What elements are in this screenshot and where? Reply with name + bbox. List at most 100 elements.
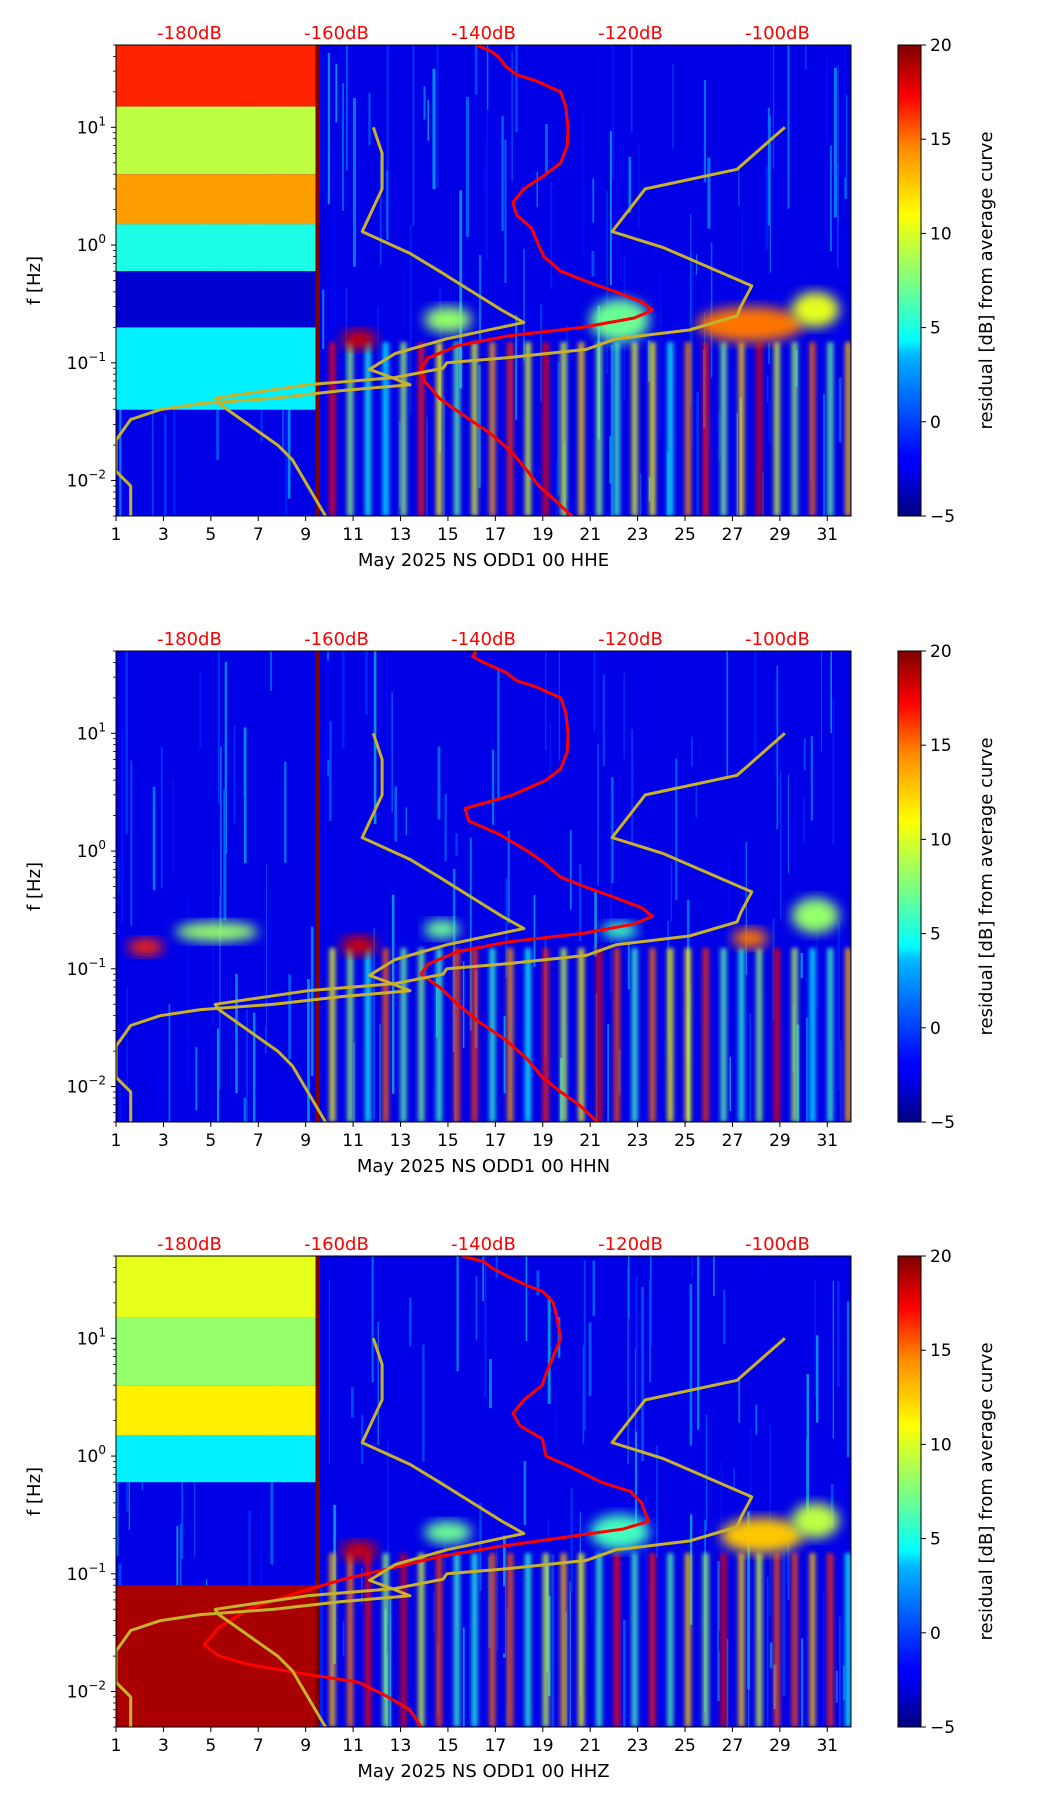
noise-streak [128,1450,130,1530]
noise-streak [634,1348,638,1528]
noise-streak [696,392,700,515]
noise-streak [119,1087,121,1122]
noise-streak [504,139,507,283]
noise-streak [697,1256,700,1430]
noise-streak [570,1487,573,1593]
microseism-band [773,342,780,516]
noise-streak [351,1387,354,1418]
noise-streak [126,987,128,1092]
microseism-band [809,342,816,516]
noise-streak [501,116,504,231]
noise-streak [523,248,525,361]
noise-streak [569,830,572,910]
noise-streak [724,1264,727,1286]
x-tick-label: 31 [816,1131,838,1151]
noise-streak [689,1514,693,1625]
microseism-band [542,948,549,1122]
db-scale-label: -120dB [598,23,663,44]
noise-streak [187,894,190,1089]
data-gap-line [315,1256,320,1727]
microseism-band [507,948,514,1122]
microseism-band [738,948,745,1122]
noise-streak [386,170,389,241]
microseism-band [400,1553,407,1727]
db-scale-label: -140dB [451,629,516,650]
x-tick-label: 7 [253,525,264,545]
noise-streak [738,1379,741,1423]
noise-streak [158,1024,161,1122]
x-tick-label: 9 [300,1736,311,1756]
x-axis-label: May 2025 NS ODD1 00 HHN [357,1156,610,1177]
microseism-band [329,948,336,1122]
noise-streak [274,651,278,780]
noise-streak [804,738,806,771]
microseism-band [347,1553,354,1727]
noise-streak [780,771,782,919]
x-tick-label: 29 [769,525,791,545]
colorbar-label: residual [dB] from average curve [976,1342,997,1640]
noise-streak [584,1487,587,1619]
noise-streak [469,837,472,1031]
noise-streak [591,251,595,277]
noise-streak [492,749,495,825]
noise-streak [217,651,220,805]
noise-streak [456,1256,459,1372]
noise-streak [377,1321,379,1446]
noise-streak [376,999,379,1122]
noise-streak [555,1401,557,1448]
microseism-band [756,1553,763,1727]
noise-streak [472,780,475,804]
microseism-band [329,1553,336,1727]
noise-streak [217,1028,220,1122]
x-tick-label: 13 [390,1736,412,1756]
noise-streak [284,709,287,733]
x-tick-label: 23 [627,525,649,545]
noise-streak [525,1256,528,1341]
noise-streak [432,68,436,190]
microseism-band [418,342,425,516]
microseism-band [773,1553,780,1727]
noise-streak [173,371,176,516]
noise-streak [772,45,775,169]
noise-streak [641,1287,645,1461]
noise-streak [353,1042,355,1122]
microseism-band [507,342,514,516]
noise-streak [639,473,642,516]
residual-blob [341,330,377,350]
colorbar-tick-label: 10 [930,830,952,850]
noise-streak [827,651,831,738]
noise-streak [523,1460,527,1525]
noise-streak [839,1448,841,1540]
noise-streak [377,306,379,371]
microseism-band [702,948,709,1122]
noise-streak [474,45,478,95]
microseism-bands [329,1553,851,1727]
colorbar-tick-label: −5 [930,1113,955,1133]
noise-streak [301,383,303,516]
noise-streak [590,1555,593,1623]
noise-streak [558,651,561,761]
colorbar-label: residual [dB] from average curve [976,131,997,429]
x-axis-label: May 2025 NS ODD1 00 HHE [358,550,609,571]
noise-streak [749,1013,752,1122]
microseism-band [525,948,531,1122]
y-tick-label: 101 [77,1325,106,1349]
x-tick-label: 5 [205,1736,216,1756]
residual-band [116,271,318,328]
noise-streak [816,1335,819,1423]
noise-streak [823,393,825,516]
y-tick-label: 100 [77,232,106,256]
noise-streak [790,676,792,810]
x-tick-label: 17 [485,1736,507,1756]
noise-streak [718,410,721,459]
noise-streak [507,830,510,924]
noise-streak [738,166,740,207]
noise-streak [502,1586,506,1654]
microseism-band [809,948,816,1122]
colorbar-tick-label: 5 [930,319,941,339]
x-tick-label: 9 [300,525,311,545]
y-tick-label: 101 [77,720,106,744]
data-gap-line [315,651,320,1122]
noise-streak [224,661,227,855]
